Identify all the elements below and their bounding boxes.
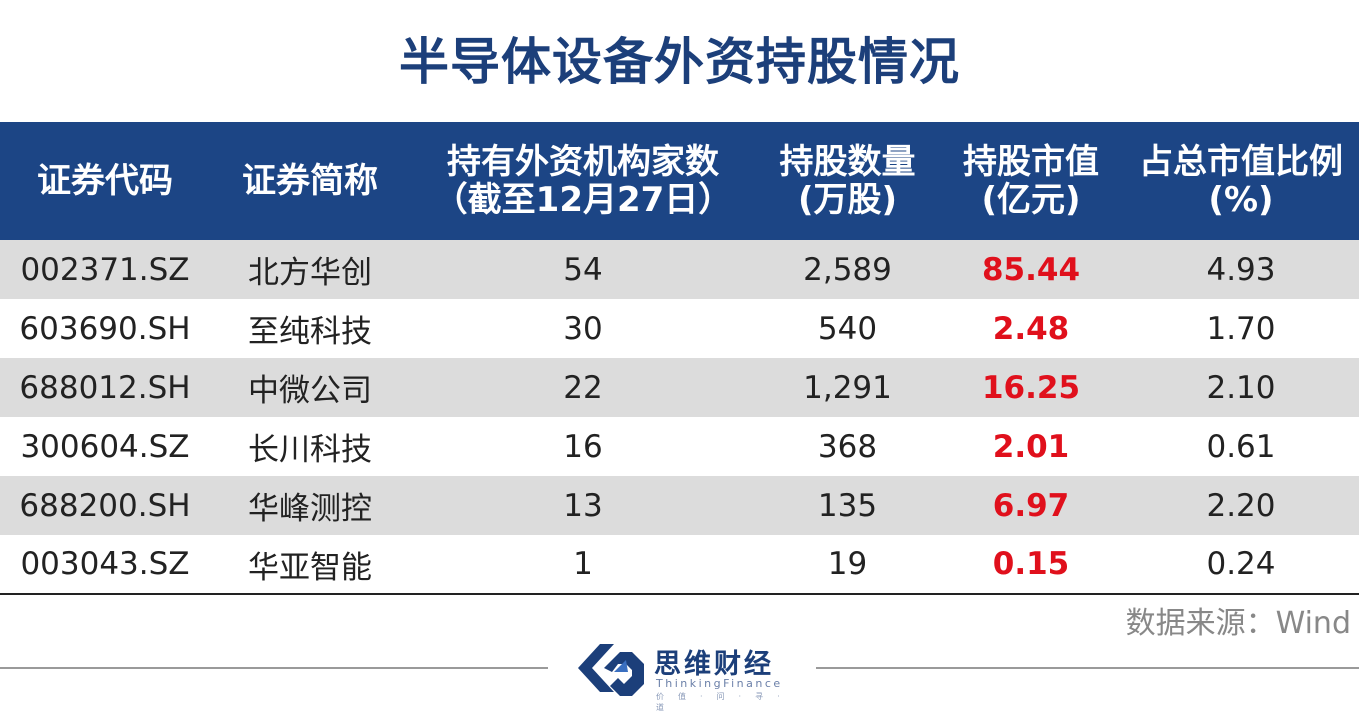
table-cell: 1.70: [1206, 310, 1276, 347]
column-header-line: 持股市值: [963, 142, 1099, 182]
table-cell: 2.48: [992, 310, 1070, 347]
table-cell: 688012.SH: [19, 369, 191, 406]
table-cell: 2.01: [992, 428, 1070, 465]
table-row: 003043.SZ 华亚智能 1 19 0.15 0.24: [0, 535, 1359, 595]
table-row: 300604.SZ 长川科技 16 368 2.01 0.61: [0, 417, 1359, 476]
column-header-line: （截至12月27日）: [433, 180, 733, 220]
column-header-line: 证券简称: [242, 161, 378, 201]
table-cell: 长川科技: [248, 432, 372, 468]
column-header-0: 证券代码: [0, 122, 210, 240]
table-cell: 0.15: [939, 535, 1123, 595]
column-header-line: (%): [1208, 180, 1274, 220]
page-title: 半导体设备外资持股情况: [399, 33, 960, 91]
table-cell: 30: [563, 310, 603, 347]
table-cell: 1,291: [803, 369, 892, 406]
table-cell: 北方华创: [248, 255, 372, 291]
table-cell: 4.93: [1206, 251, 1276, 288]
table-cell: 1: [410, 535, 756, 595]
column-header-line: 证券代码: [37, 161, 173, 201]
table-cell: 300604.SZ: [20, 428, 190, 465]
column-header-line: (万股): [797, 180, 898, 220]
column-header-line: (亿元): [981, 180, 1081, 220]
data-source-note: 数据来源：Wind: [1125, 606, 1351, 641]
table-row: 688012.SH 中微公司 22 1,291 16.25 2.10: [0, 358, 1359, 417]
table-cell: 0.61: [1206, 428, 1276, 465]
column-header-4: 持股市值 (亿元): [939, 122, 1123, 240]
footer-divider-right: [816, 667, 1359, 669]
logo-tagline: 价值·问·寻·道: [656, 692, 794, 712]
table-cell: 6.97: [992, 487, 1070, 524]
table-cell: 至纯科技: [248, 314, 372, 350]
table-cell: 603690.SH: [19, 310, 191, 347]
table-cell: 0.24: [1123, 535, 1359, 595]
footer-divider-left: [0, 667, 548, 669]
table-cell: 13: [563, 487, 603, 524]
table-cell: 688200.SH: [19, 487, 191, 524]
table-header: 证券代码 证券简称 持有外资机构家数 （截至12月27日） 持股数量 (万股) 持股市值 (亿…: [0, 122, 1359, 240]
header-row: 证券代码 证券简称 持有外资机构家数 （截至12月27日） 持股数量 (万股) 持股市值 (亿…: [0, 122, 1359, 240]
table-row: 002371.SZ 北方华创 54 2,589 85.44 4.93: [0, 240, 1359, 299]
table-cell: 19: [756, 535, 939, 595]
logo-english: ThinkingFinance: [656, 677, 783, 690]
table-cell: 003043.SZ: [0, 535, 210, 595]
table-cell: 368: [817, 428, 878, 465]
table-cell: 2.20: [1206, 487, 1276, 524]
table-cell: 2,589: [803, 251, 892, 288]
brand-logo: 思维财经 ThinkingFinance 价值·问·寻·道: [574, 638, 804, 712]
column-header-3: 持股数量 (万股): [756, 122, 939, 240]
table-row: 688200.SH 华峰测控 13 135 6.97 2.20: [0, 476, 1359, 535]
table-cell: 540: [817, 310, 878, 347]
table-cell: 135: [817, 487, 878, 524]
table-cell: 华亚智能: [210, 535, 410, 595]
table-cell: 华峰测控: [248, 491, 372, 527]
table-cell: 16: [563, 428, 603, 465]
data-table: 证券代码 证券简称 持有外资机构家数 （截至12月27日） 持股数量 (万股) 持股市值 (亿…: [0, 122, 1359, 595]
logo-mark-icon: [578, 644, 644, 696]
table-cell: 22: [563, 369, 603, 406]
table-cell: 2.10: [1206, 369, 1276, 406]
table-cell: 002371.SZ: [20, 251, 190, 288]
table-body: 002371.SZ 北方华创 54 2,589 85.44 4.93 603690.SH 至纯…: [0, 240, 1359, 595]
column-header-5: 占总市值比例 (%): [1123, 122, 1359, 240]
table-cell: 54: [563, 251, 603, 288]
table-row: 603690.SH 至纯科技 30 540 2.48 1.70: [0, 299, 1359, 358]
logo-name: 思维财经: [654, 649, 774, 680]
column-header-line: 持股数量: [779, 142, 916, 182]
table-cell: 85.44: [981, 251, 1081, 288]
column-header-line: 持有外资机构家数: [447, 142, 719, 182]
table-cell: 16.25: [981, 369, 1081, 406]
column-header-1: 证券简称: [210, 122, 410, 240]
column-header-2: 持有外资机构家数 （截至12月27日）: [410, 122, 756, 240]
column-header-line: 占总市值比例: [1139, 142, 1343, 182]
table-cell: 中微公司: [248, 373, 372, 409]
